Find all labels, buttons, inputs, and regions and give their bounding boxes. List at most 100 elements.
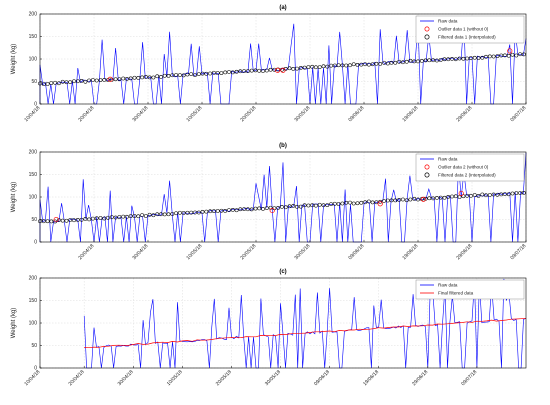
filtered-point <box>453 57 458 62</box>
filtered-point <box>378 62 383 66</box>
filtered-point <box>143 214 148 218</box>
filtered-point <box>408 58 413 63</box>
filtered-point <box>60 218 65 223</box>
legend-swatch-circle <box>424 172 430 178</box>
y-tick-label: 200 <box>29 12 38 18</box>
filtered-point <box>491 54 496 59</box>
x-tick-label: 09/06/18 <box>347 105 365 123</box>
filtered-point <box>348 63 352 68</box>
filtered-point <box>234 69 239 74</box>
filtered-point <box>495 192 500 197</box>
legend-label: Raw data <box>438 157 458 162</box>
filtered-point <box>79 217 84 222</box>
x-tick-label: 20/04/18 <box>77 243 95 261</box>
filtered-point <box>261 69 265 73</box>
filtered-point <box>465 193 469 198</box>
x-tick-label: 29/06/18 <box>455 105 473 123</box>
filtered-point <box>94 78 99 83</box>
filtered-point <box>72 79 76 84</box>
filtered-point <box>419 59 424 63</box>
filtered-point <box>317 202 322 207</box>
filtered-point <box>215 209 220 213</box>
filtered-point <box>385 61 390 66</box>
filtered-point <box>181 211 186 215</box>
filtered-point <box>253 206 258 211</box>
y-axis-label: Weight (kg) <box>11 44 17 75</box>
y-tick-label: 150 <box>29 172 38 178</box>
filtered-point <box>506 192 511 197</box>
y-tick-label: 100 <box>29 195 38 201</box>
filtered-point <box>329 202 333 206</box>
filtered-point <box>280 205 284 209</box>
filtered-point <box>332 201 337 206</box>
x-tick-label: 20/05/18 <box>239 243 257 261</box>
x-tick-label: 20/05/18 <box>239 105 257 123</box>
filtered-point <box>363 200 367 205</box>
filtered-point <box>416 197 420 202</box>
filtered-point <box>196 210 201 215</box>
filtered-point <box>170 73 175 78</box>
filtered-point <box>125 214 129 219</box>
filtered-point <box>253 68 258 73</box>
filtered-point <box>287 66 292 71</box>
filtered-point <box>495 54 500 58</box>
filtered-point <box>128 214 133 218</box>
filtered-point <box>200 71 205 76</box>
filtered-point <box>310 64 315 69</box>
filtered-point <box>109 215 114 219</box>
filtered-point <box>128 76 133 81</box>
filtered-point <box>41 219 46 224</box>
filtered-point <box>60 79 65 84</box>
filtered-point <box>393 198 398 203</box>
filtered-point <box>359 62 364 67</box>
filtered-point <box>295 66 299 71</box>
filtered-point <box>41 82 46 86</box>
filtered-point <box>397 59 401 64</box>
filtered-point <box>295 204 299 209</box>
filtered-point <box>227 70 231 74</box>
filtered-point <box>446 57 451 62</box>
filtered-point <box>223 70 228 75</box>
filtered-point <box>45 82 50 86</box>
filtered-point <box>457 195 462 199</box>
filtered-point <box>49 81 54 85</box>
outlier-point <box>107 76 113 82</box>
filtered-point <box>393 60 398 65</box>
filtered-point <box>57 81 61 86</box>
filtered-point <box>94 216 99 221</box>
x-tick-label: 10/05/18 <box>166 369 184 387</box>
filtered-point <box>461 56 466 61</box>
filtered-point <box>83 79 88 84</box>
y-tick-label: 50 <box>31 79 37 85</box>
legend: Raw data Outlier data 1 (without 0) Filter… <box>415 15 525 44</box>
filtered-point <box>450 194 454 199</box>
y-tick-label: 200 <box>29 150 38 156</box>
filtered-point <box>472 193 477 197</box>
x-tick-label: 09/06/18 <box>313 369 331 387</box>
filtered-point <box>155 74 160 79</box>
filtered-point <box>125 77 129 81</box>
filtered-point <box>159 75 163 79</box>
filtered-point <box>484 54 488 59</box>
filtered-point <box>423 58 428 63</box>
filtered-point <box>521 191 526 195</box>
filtered-point <box>514 191 519 195</box>
filtered-point <box>174 211 178 216</box>
filtered-point <box>204 209 209 214</box>
filtered-point <box>359 200 364 205</box>
filtered-point <box>212 209 216 213</box>
filtered-point <box>102 78 107 82</box>
filtered-point <box>249 207 254 212</box>
x-tick-label: 09/07/18 <box>509 243 527 261</box>
filtered-point <box>503 192 507 196</box>
x-tick-label: 30/04/18 <box>117 369 135 387</box>
legend-label: Outlier data 2 (without 0) <box>438 165 489 170</box>
x-tick-label: 30/04/18 <box>131 105 149 123</box>
filtered-point <box>340 201 345 206</box>
outlier-point <box>275 67 281 73</box>
x-tick-label: 29/06/18 <box>411 369 429 387</box>
filtered-point <box>351 201 356 206</box>
filtered-point <box>374 61 379 66</box>
filtered-point <box>317 65 322 69</box>
filtered-point <box>457 56 462 61</box>
